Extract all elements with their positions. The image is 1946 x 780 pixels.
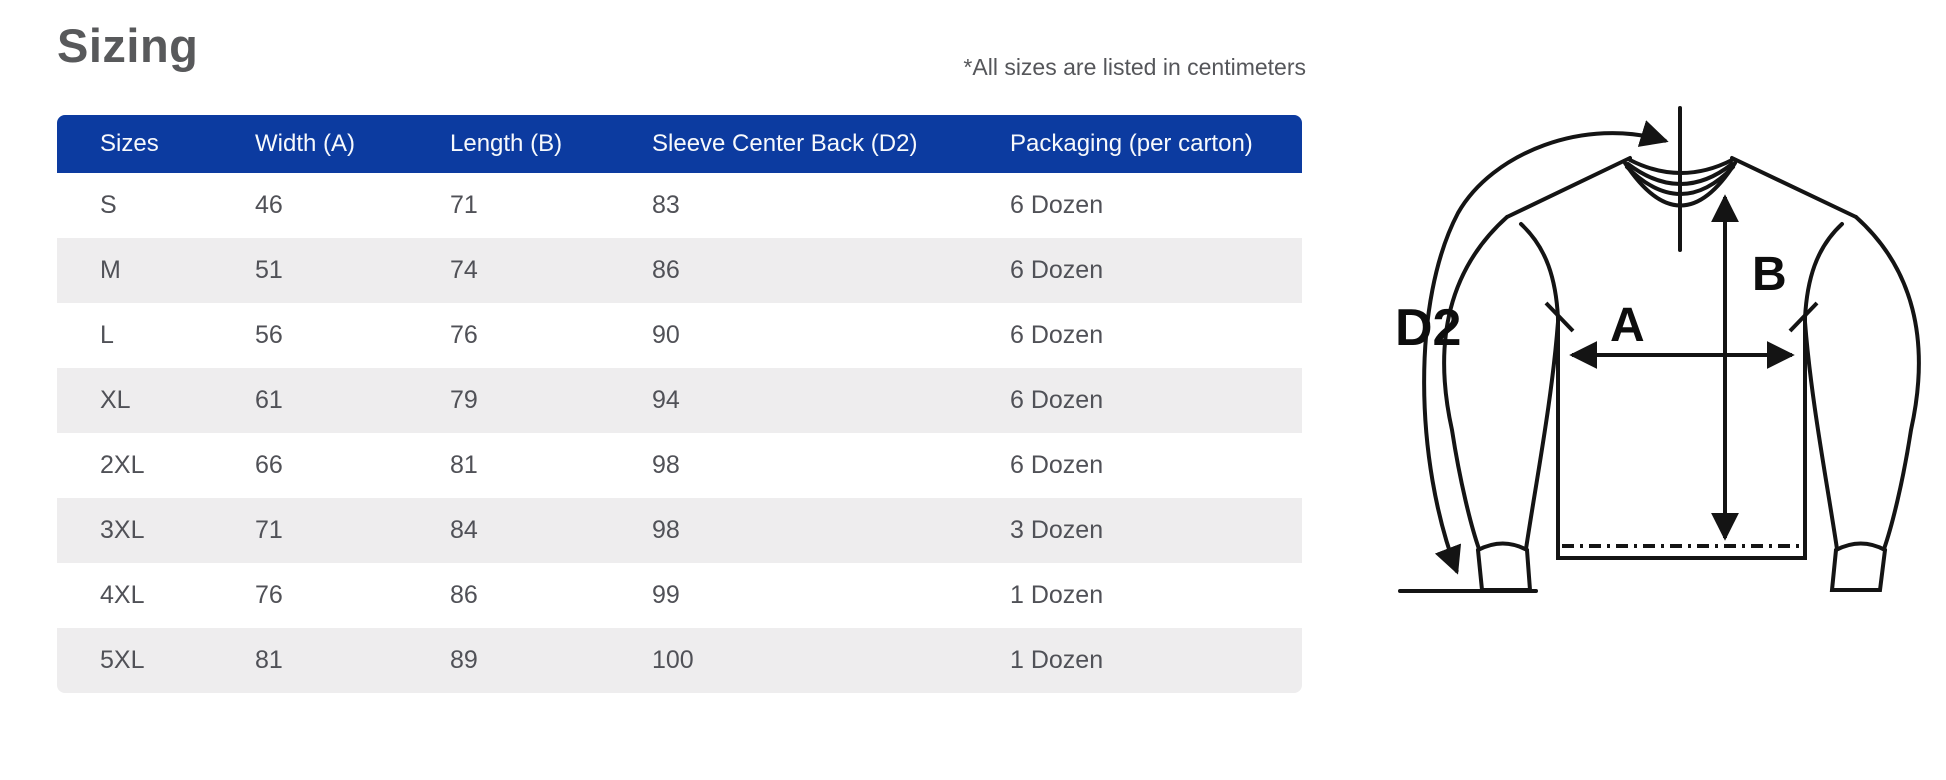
- column-header: Packaging (per carton): [967, 115, 1302, 173]
- cell-width: 76: [212, 563, 407, 628]
- cell-width: 81: [212, 628, 407, 693]
- table-row: 4XL 76 86 99 1 Dozen: [57, 563, 1302, 628]
- cell-length: 84: [407, 498, 609, 563]
- left-armpit-tick: [1544, 301, 1575, 333]
- cell-length: 71: [407, 173, 609, 238]
- right-armpit-tick: [1788, 301, 1819, 333]
- sizing-table-container: Sizes Width (A) Length (B) Sleeve Center Ba…: [57, 115, 1302, 693]
- cell-size: 5XL: [57, 628, 212, 693]
- table-row: 2XL 66 81 98 6 Dozen: [57, 433, 1302, 498]
- cell-packaging: 3 Dozen: [967, 498, 1302, 563]
- cell-sleeve: 90: [609, 303, 967, 368]
- d2-measure-arrow: [1422, 120, 1669, 575]
- cell-packaging: 6 Dozen: [967, 238, 1302, 303]
- column-header: Length (B): [407, 115, 609, 173]
- table-row: M 51 74 86 6 Dozen: [57, 238, 1302, 303]
- cell-length: 76: [407, 303, 609, 368]
- cell-size: L: [57, 303, 212, 368]
- cell-length: 81: [407, 433, 609, 498]
- cell-packaging: 1 Dozen: [967, 563, 1302, 628]
- cell-packaging: 1 Dozen: [967, 628, 1302, 693]
- units-note: *All sizes are listed in centimeters: [963, 54, 1306, 80]
- cell-width: 61: [212, 368, 407, 433]
- table-row: S 46 71 83 6 Dozen: [57, 173, 1302, 238]
- column-header: Width (A): [212, 115, 407, 173]
- shirt-outline: [1398, 106, 1921, 593]
- cell-width: 66: [212, 433, 407, 498]
- sizing-table: Sizes Width (A) Length (B) Sleeve Center Ba…: [57, 115, 1302, 693]
- cell-width: 51: [212, 238, 407, 303]
- cell-size: M: [57, 238, 212, 303]
- cell-size: S: [57, 173, 212, 238]
- cell-packaging: 6 Dozen: [967, 433, 1302, 498]
- header-row: Sizes Width (A) Length (B) Sleeve Center Ba…: [57, 115, 1302, 173]
- cell-sleeve: 99: [609, 563, 967, 628]
- page-title: Sizing: [57, 19, 199, 72]
- cell-size: 2XL: [57, 433, 212, 498]
- cell-width: 71: [212, 498, 407, 563]
- cell-packaging: 6 Dozen: [967, 368, 1302, 433]
- table-row: L 56 76 90 6 Dozen: [57, 303, 1302, 368]
- column-header: Sizes: [57, 115, 212, 173]
- cell-width: 56: [212, 303, 407, 368]
- cell-size: XL: [57, 368, 212, 433]
- cell-sleeve: 100: [609, 628, 967, 693]
- cell-sleeve: 86: [609, 238, 967, 303]
- measurement-arrows: [1422, 120, 1819, 575]
- cell-length: 79: [407, 368, 609, 433]
- cell-sleeve: 98: [609, 433, 967, 498]
- long-sleeve-shirt-illustration: D2 A B: [1395, 106, 1921, 593]
- sizing-table-body: S 46 71 83 6 Dozen M 51 74 86 6 Dozen L 56 76 90 6 Doz…: [57, 173, 1302, 693]
- label-a: A: [1610, 299, 1645, 352]
- cell-length: 86: [407, 563, 609, 628]
- cell-size: 4XL: [57, 563, 212, 628]
- cell-sleeve: 94: [609, 368, 967, 433]
- sizing-table-header: Sizes Width (A) Length (B) Sleeve Center Ba…: [57, 115, 1302, 173]
- cell-packaging: 6 Dozen: [967, 303, 1302, 368]
- cell-length: 89: [407, 628, 609, 693]
- cell-width: 46: [212, 173, 407, 238]
- cell-length: 74: [407, 238, 609, 303]
- cell-sleeve: 98: [609, 498, 967, 563]
- label-d2: D2: [1395, 299, 1461, 357]
- cell-packaging: 6 Dozen: [967, 173, 1302, 238]
- cell-sleeve: 83: [609, 173, 967, 238]
- label-b: B: [1752, 248, 1787, 301]
- shirt-measurement-diagram: D2 A B: [1340, 0, 1946, 660]
- column-header: Sleeve Center Back (D2): [609, 115, 967, 173]
- table-row: XL 61 79 94 6 Dozen: [57, 368, 1302, 433]
- table-row: 3XL 71 84 98 3 Dozen: [57, 498, 1302, 563]
- cell-size: 3XL: [57, 498, 212, 563]
- table-row: 5XL 81 89 100 1 Dozen: [57, 628, 1302, 693]
